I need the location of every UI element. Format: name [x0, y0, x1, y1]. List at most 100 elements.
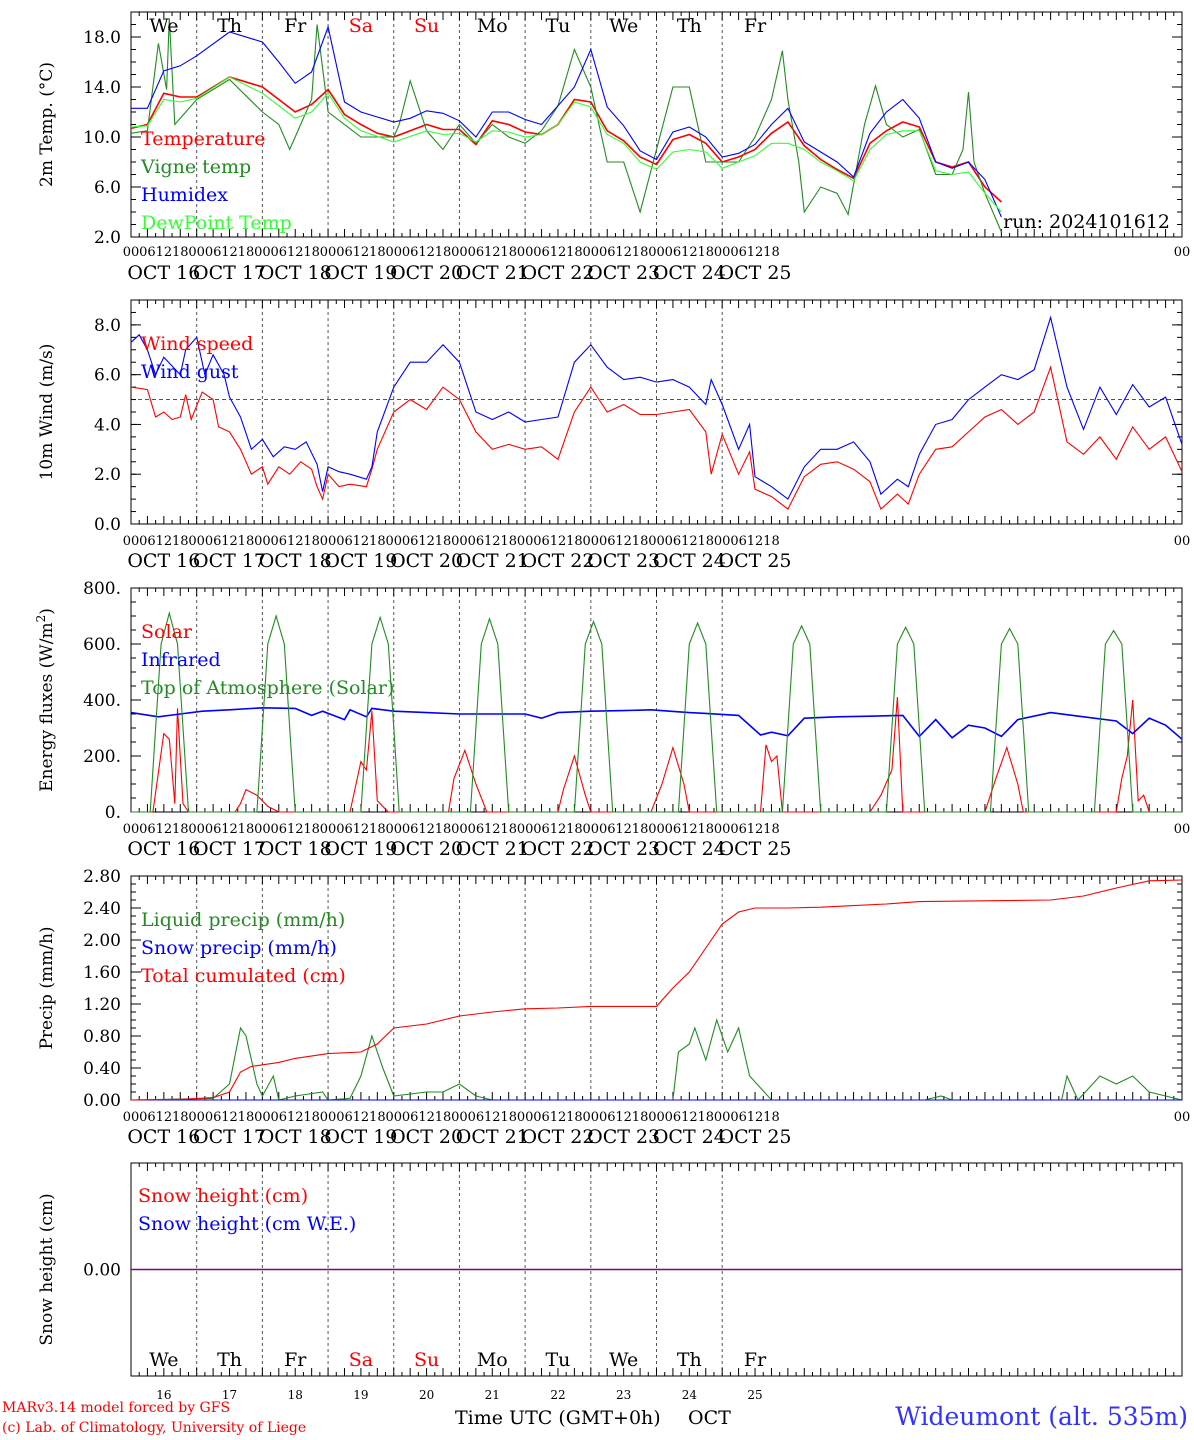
y-tick-label: 600.	[83, 635, 121, 655]
day-number-label: 21	[485, 1388, 500, 1402]
hour-tick-label: 06	[271, 534, 288, 549]
date-label: OCT 17	[193, 1126, 266, 1148]
date-label: OCT 23	[587, 838, 660, 860]
hour-tick-label: 06	[336, 245, 353, 260]
weekday-label: Fr	[744, 15, 767, 37]
weekday-label: Fr	[744, 1349, 767, 1371]
weekday-label: We	[609, 15, 638, 37]
hour-tick-label: 06	[205, 534, 222, 549]
hour-tick-label: 18	[435, 245, 452, 260]
weekday-label: Fr	[284, 15, 307, 37]
date-label: OCT 17	[193, 262, 266, 284]
hour-tick-label: 12	[484, 1110, 501, 1125]
hour-tick-label: 18	[238, 534, 255, 549]
hour-tick-label: 18	[369, 1110, 386, 1125]
hour-tick-label: 00	[385, 1110, 402, 1125]
hour-tick-label: 12	[221, 534, 238, 549]
hour-tick-label: 00	[254, 245, 271, 260]
hour-tick-label: 18	[435, 534, 452, 549]
hour-tick-label: 06	[533, 822, 550, 837]
weekday-label: Mo	[477, 15, 508, 37]
date-label: OCT 22	[521, 838, 594, 860]
hour-tick-label: 06	[205, 245, 222, 260]
series-line	[130, 315, 1183, 500]
y-tick-label: 0.00	[83, 1261, 121, 1281]
date-label: OCT 24	[653, 1126, 726, 1148]
hour-tick-label: 18	[435, 822, 452, 837]
hour-tick-label: 18	[763, 1110, 780, 1125]
hour-tick-label: 18	[632, 1110, 649, 1125]
hour-tick-label: 06	[730, 534, 747, 549]
hour-tick-label: 12	[747, 534, 764, 549]
y-tick-label: 4.0	[94, 415, 121, 435]
date-label: OCT 21	[456, 1126, 529, 1148]
hour-tick-label: 18	[500, 1110, 517, 1125]
model-credit: MARv3.14 model forced by GFS	[2, 1400, 231, 1416]
series-line	[131, 25, 1002, 218]
hour-tick-label: 00	[714, 245, 731, 260]
y-tick-label: 1.60	[83, 963, 121, 983]
series-line	[131, 697, 1182, 813]
y-tick-label: 6.0	[94, 366, 121, 386]
hour-tick-label: 06	[139, 245, 156, 260]
date-label: OCT 23	[587, 550, 660, 572]
hour-tick-label: 00	[451, 534, 468, 549]
hour-tick-label: 12	[484, 822, 501, 837]
y-axis-label: 10m Wind (m/s)	[37, 344, 57, 481]
hour-tick-label: 00	[320, 1110, 337, 1125]
hour-tick-label: 00	[320, 822, 337, 837]
hour-tick-label: 12	[287, 534, 304, 549]
hour-tick-label: 12	[418, 245, 435, 260]
y-tick-label: 2.0	[94, 228, 121, 248]
y-tick-label: 10.0	[83, 128, 121, 148]
hour-tick-label: 00	[385, 245, 402, 260]
hour-tick-label: 12	[615, 1110, 632, 1125]
date-label: OCT 21	[456, 262, 529, 284]
hour-tick-label: 12	[353, 822, 370, 837]
hour-tick-label: 18	[303, 822, 320, 837]
hour-tick-label: 00	[583, 822, 600, 837]
legend-entry: Snow precip (mm/h)	[141, 937, 337, 959]
legend-entry: Temperature	[141, 128, 265, 150]
weekday-label: Su	[414, 1349, 439, 1371]
hour-tick-label: 12	[418, 1110, 435, 1125]
hour-tick-label: 12	[353, 534, 370, 549]
hour-tick-label: 06	[599, 1110, 616, 1125]
x-axis-label: Time UTC (GMT+0h)	[455, 1407, 661, 1429]
hour-tick-label: 18	[172, 822, 189, 837]
hour-tick-label: 06	[205, 1110, 222, 1125]
hour-tick-label: 00	[123, 245, 140, 260]
date-label: OCT 16	[127, 550, 200, 572]
hour-tick-label: 18	[500, 245, 517, 260]
hour-tick-label: 06	[139, 534, 156, 549]
hour-tick-label: 06	[271, 1110, 288, 1125]
month-label: OCT	[688, 1407, 731, 1429]
hour-tick-label: 00	[517, 822, 534, 837]
date-label: OCT 18	[259, 1126, 332, 1148]
y-tick-label: 0.80	[83, 1027, 121, 1047]
hour-tick-label: 00	[123, 1110, 140, 1125]
hour-tick-label: 06	[402, 1110, 419, 1125]
y-tick-label: 0.00	[83, 1091, 121, 1111]
hour-tick-label: 00	[254, 534, 271, 549]
hour-tick-label: 06	[468, 1110, 485, 1125]
legend-entry: DewPoint Temp	[141, 212, 292, 234]
hour-tick-label: 06	[468, 822, 485, 837]
hour-tick-label: 00	[1174, 245, 1191, 260]
legend-entry: Liquid precip (mm/h)	[141, 909, 345, 931]
y-tick-label: 6.0	[94, 178, 121, 198]
y-tick-label: 2.40	[83, 899, 121, 919]
legend-entry: Wind speed	[141, 333, 253, 355]
date-label: OCT 20	[390, 262, 463, 284]
hour-tick-label: 12	[747, 822, 764, 837]
hour-tick-label: 00	[648, 822, 665, 837]
hour-tick-label: 12	[484, 245, 501, 260]
hour-tick-label: 00	[188, 534, 205, 549]
hour-tick-label: 12	[418, 534, 435, 549]
date-label: OCT 18	[259, 262, 332, 284]
hour-tick-label: 06	[730, 245, 747, 260]
date-label: OCT 16	[127, 838, 200, 860]
hour-tick-label: 18	[172, 245, 189, 260]
date-label: OCT 24	[653, 550, 726, 572]
hour-tick-label: 12	[287, 822, 304, 837]
